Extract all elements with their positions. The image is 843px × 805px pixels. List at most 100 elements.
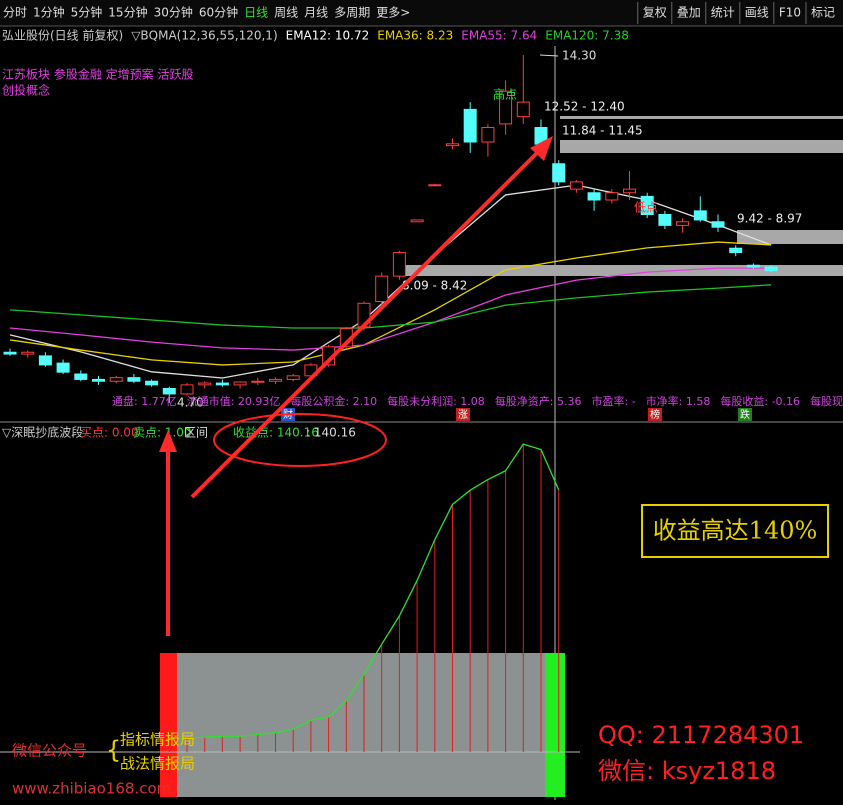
- candle-body: [711, 221, 725, 228]
- ma-readout: EMA12: 10.72: [286, 29, 370, 43]
- indicator-range: 区间: [184, 426, 208, 440]
- arrow-head: [159, 430, 177, 452]
- tool-button[interactable]: 复权: [643, 6, 667, 20]
- watermark-label: 微信公众号: [12, 742, 87, 760]
- low-label: 4.70: [177, 396, 204, 410]
- event-marker-bg: [456, 408, 470, 421]
- indicator-buy: 买点: 0.00: [80, 426, 139, 440]
- note: 收益高达140%: [653, 517, 818, 545]
- period-tab[interactable]: 分时: [3, 6, 27, 20]
- event-marker: 榜: [650, 408, 660, 421]
- candle-body: [729, 247, 743, 254]
- buy-zone: [160, 653, 177, 797]
- zone-label: 8.09 - 8.42: [402, 279, 467, 293]
- gap-zone: [560, 116, 843, 119]
- period-tab[interactable]: 日线: [244, 6, 268, 20]
- candle-body: [127, 377, 141, 382]
- event-marker-bg: [648, 408, 662, 421]
- candle-body: [56, 362, 70, 373]
- range-area: [160, 653, 565, 797]
- candle-body: [552, 163, 566, 183]
- zone-label: 12.52 - 12.40: [544, 100, 625, 114]
- candle-body: [392, 252, 406, 277]
- trough-note: 低点: [634, 201, 658, 215]
- ma-readout: EMA120: 7.38: [545, 29, 629, 43]
- note-box: [641, 504, 829, 558]
- ma-line: [9, 267, 772, 351]
- toolbar-bg: [0, 0, 843, 26]
- high-pointer: [539, 54, 559, 57]
- period-tab[interactable]: 30分钟: [154, 5, 193, 20]
- candle-body: [499, 90, 513, 125]
- info-item: 通盘: 1.77亿: [112, 394, 177, 408]
- candle-body: [375, 275, 389, 302]
- info-item: 市盈率: -: [592, 394, 636, 408]
- candle-body: [269, 378, 282, 382]
- peak-note: 高点: [493, 87, 517, 102]
- candle-body: [746, 264, 760, 268]
- zone-label: 11.84 - 11.45: [562, 124, 643, 138]
- info-item: 每股公积金: 2.10: [290, 394, 377, 408]
- candle-body: [145, 380, 159, 386]
- period-tab[interactable]: 1分钟: [33, 5, 65, 20]
- info-item: 市净率: 1.58: [646, 394, 711, 408]
- candle-body: [463, 108, 477, 143]
- candle-body: [587, 192, 601, 201]
- gap-zone: [560, 140, 843, 153]
- info-item: 每股未分利润: 1.08: [387, 394, 485, 408]
- info-item: 每股收益: -0.16: [720, 394, 800, 408]
- candle-body: [180, 384, 194, 395]
- candle-body: [233, 381, 247, 386]
- candle-body: [693, 210, 707, 221]
- indicator-profit-value: : 140.16: [306, 426, 356, 440]
- watermark-brand: 战法情报局: [120, 755, 195, 773]
- candle-body: [569, 181, 583, 190]
- candle-body: [764, 266, 778, 272]
- ma-line: [9, 241, 772, 366]
- period-tab[interactable]: 多周期: [334, 6, 370, 20]
- zone-label: 9.42 - 8.97: [737, 212, 802, 226]
- watermark-wechat: 微信: ksyz1818: [598, 757, 776, 785]
- period-tab[interactable]: 15分钟: [108, 5, 147, 20]
- tool-button[interactable]: 画线: [745, 6, 769, 20]
- candle-body: [516, 101, 530, 118]
- candle-body: [162, 388, 176, 395]
- ma-readout: EMA55: 7.64: [461, 29, 537, 43]
- high-label: 14.30: [562, 49, 596, 63]
- candle-body: [38, 355, 52, 366]
- arrow-head: [530, 136, 553, 161]
- candle-body: [658, 214, 672, 226]
- period-tab[interactable]: 月线: [304, 6, 328, 20]
- info-item: 流通市值: 20.93亿: [187, 394, 281, 408]
- watermark-brand: 指标情报局: [120, 731, 195, 749]
- watermark-url: www.zhibiao168.com: [12, 780, 171, 798]
- candle-body: [21, 351, 35, 355]
- tool-button[interactable]: 叠加: [677, 6, 701, 20]
- arrow: [190, 148, 542, 499]
- highlight-ellipse: [213, 413, 387, 467]
- candle-body: [623, 188, 636, 194]
- candle-body: [215, 382, 229, 386]
- period-tab[interactable]: 60分钟: [199, 5, 238, 20]
- candle-body: [3, 351, 17, 355]
- tool-button[interactable]: 统计: [711, 6, 735, 20]
- candle-body: [481, 127, 495, 143]
- gap-zone: [402, 265, 843, 276]
- tool-button[interactable]: 标记: [811, 6, 835, 20]
- candle-body: [92, 378, 105, 382]
- event-marker: 跌: [740, 408, 750, 421]
- candle-body: [428, 184, 442, 187]
- ma-readout: EMA36: 8.23: [377, 29, 453, 43]
- tool-button[interactable]: F10: [779, 6, 801, 20]
- candle-body: [410, 219, 424, 223]
- event-marker-bg: [738, 408, 752, 421]
- candle-body: [109, 377, 123, 382]
- indicator-name: ▽BQMA(12,36,55,120,1): [131, 29, 277, 43]
- period-tab[interactable]: 周线: [274, 6, 298, 20]
- candle-body: [286, 375, 300, 380]
- candle-body: [74, 373, 88, 380]
- period-tab[interactable]: 5分钟: [71, 5, 103, 20]
- candle-body: [605, 192, 619, 201]
- period-tab[interactable]: 更多>: [376, 6, 410, 20]
